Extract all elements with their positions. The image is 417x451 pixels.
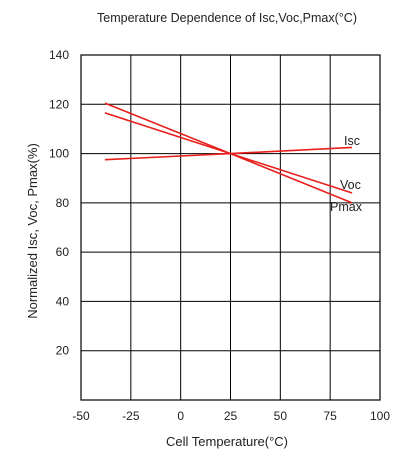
chart-title: Temperature Dependence of Isc,Voc,Pmax(°…	[97, 11, 357, 25]
y-tick-label: 20	[56, 344, 70, 358]
x-tick-label: 100	[370, 409, 390, 423]
y-tick-label: 140	[49, 48, 69, 62]
series-line-pmax	[104, 102, 353, 204]
x-tick-label: 75	[323, 409, 337, 423]
series-label-pmax: Pmax	[330, 200, 363, 214]
y-tick-label: 80	[56, 196, 70, 210]
x-tick-label: 0	[177, 409, 184, 423]
y-tick-label: 40	[56, 294, 70, 308]
x-tick-labels: -50 -25 0 25 50 75 100	[72, 409, 390, 423]
x-tick-label: -25	[122, 409, 140, 423]
y-tick-label: 60	[56, 245, 70, 259]
x-tick-label: 25	[224, 409, 238, 423]
grid	[81, 55, 380, 400]
x-tick-label: 50	[274, 409, 288, 423]
x-tick-label: -50	[72, 409, 90, 423]
y-axis-label: Normalized Isc, Voc, Pmax(%)	[25, 143, 40, 319]
series-label-voc: Voc	[340, 178, 361, 192]
y-tick-label: 120	[49, 97, 69, 111]
y-tick-label: 100	[49, 147, 69, 161]
plot-frame	[80, 54, 381, 401]
y-tick-labels: 20 40 60 80 100 120 140	[49, 48, 69, 358]
series-group	[104, 102, 353, 204]
x-axis-label: Cell Temperature(°C)	[166, 434, 288, 449]
series-labels: Isc Voc Pmax	[330, 134, 363, 214]
series-label-isc: Isc	[344, 134, 360, 148]
